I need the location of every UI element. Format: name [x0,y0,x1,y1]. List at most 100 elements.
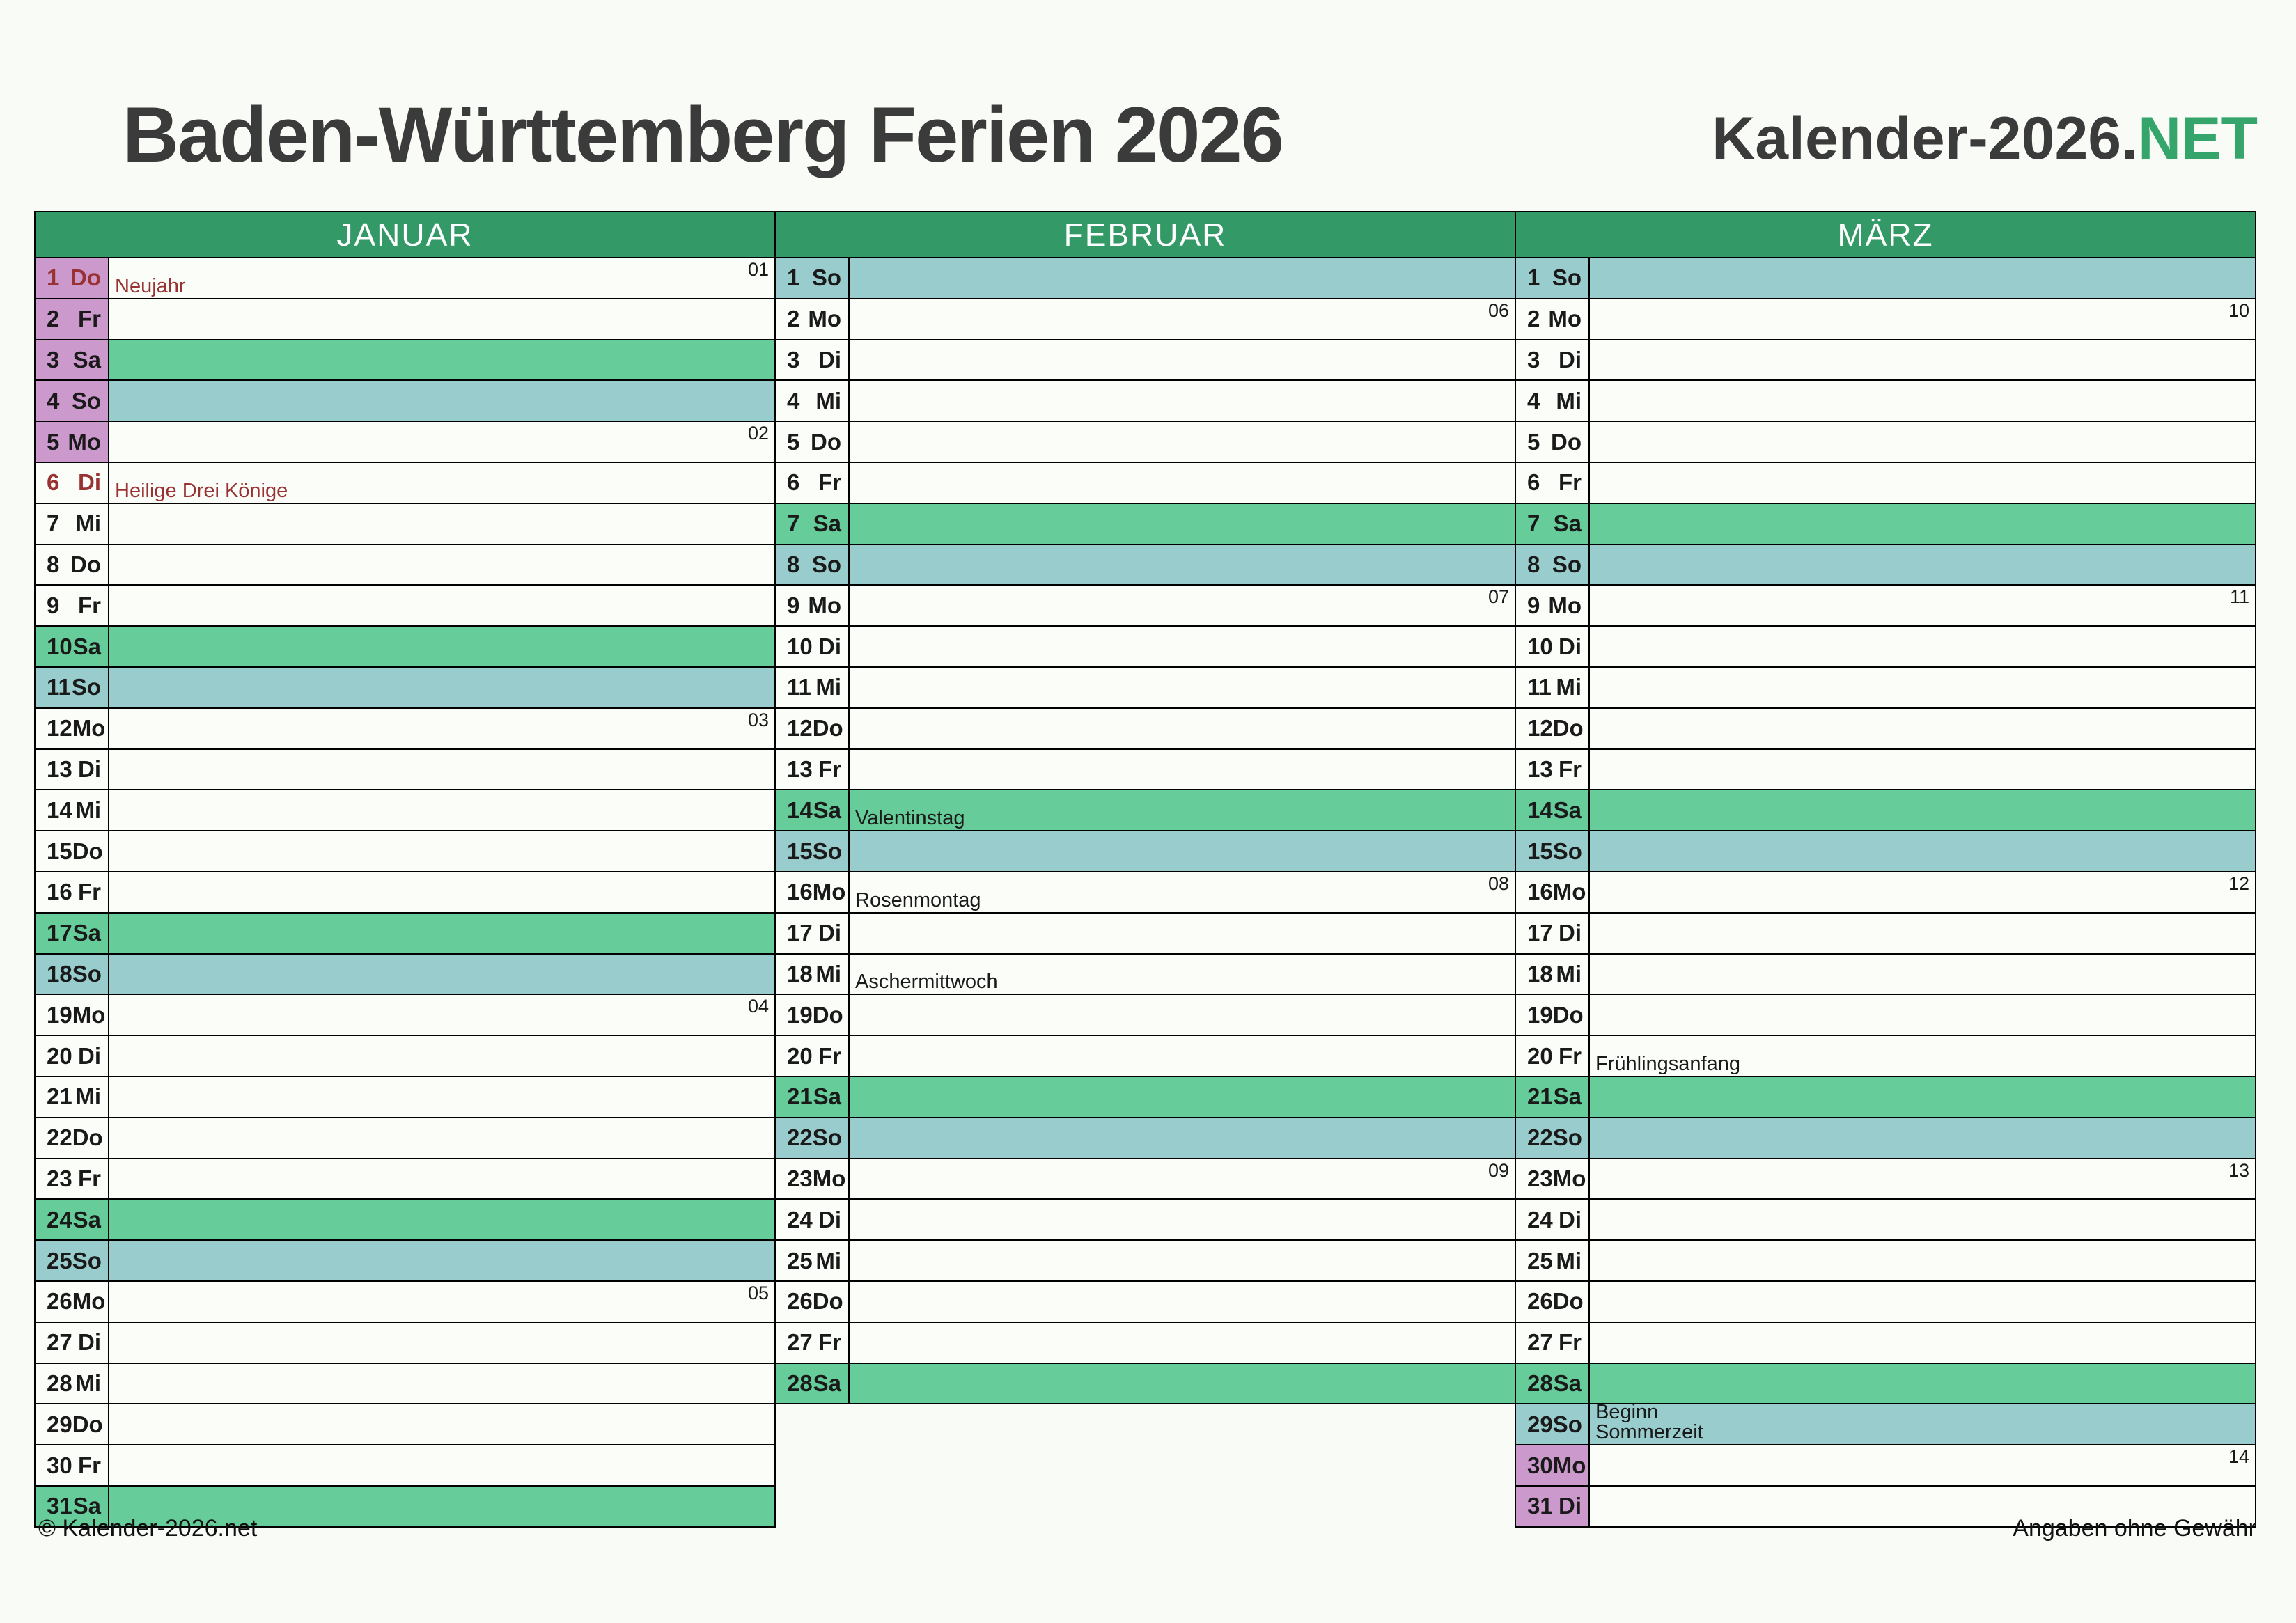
weekday-abbrev: Mo [1552,879,1586,905]
weekday-abbrev: Mo [812,1165,846,1191]
weekday-abbrev: So [72,960,102,987]
holiday-label: Heilige Drei Könige [115,479,288,502]
day-label: 15 So [776,831,850,871]
day-number: 7 [1527,510,1540,537]
weekday-abbrev: Mi [815,674,841,700]
weekday-abbrev: Do [812,1288,843,1315]
day-row: 22 Do [34,1118,776,1159]
weekday-abbrev: Di [1559,633,1582,659]
site-logo-prefix: Kalender-2026. [1712,105,2138,172]
day-number: 26 [47,1288,72,1315]
day-number: 21 [787,1083,813,1110]
day-label: 18 Mi [1516,954,1590,994]
day-number: 7 [47,510,60,537]
day-number: 22 [787,1124,813,1151]
day-content-cell [850,258,1515,298]
day-number: 5 [1527,428,1540,455]
day-number: 30 [1527,1452,1553,1478]
day-number: 14 [1527,797,1553,823]
day-number: 31 [47,1493,72,1519]
day-label: 21 Mi [36,1076,109,1117]
day-label: 25 Mi [1516,1241,1590,1280]
day-number: 8 [47,551,60,577]
day-content-cell: 09 [850,1159,1515,1199]
week-number: 03 [747,709,769,730]
day-row: 5 Do [774,422,1516,463]
day-content-cell [109,544,774,585]
day-row: 30 Mo 14 [1515,1445,2256,1487]
day-label: 4 Mi [1516,381,1590,421]
day-label: 22 So [1516,1118,1590,1158]
month-column-januar: JANUAR 1 Do 01 Neujahr 2 Fr 3 Sa 4 So 5 Mo 02 6 Di Heili… [34,211,776,1528]
day-row: 21 Mi [34,1076,776,1118]
day-content-cell [109,381,774,421]
day-number: 14 [47,797,72,823]
week-number: 01 [747,259,769,280]
day-label: 1 So [776,258,850,298]
day-label: 26 Do [776,1281,850,1322]
weekday-abbrev: So [811,265,841,291]
day-content-cell [109,1363,774,1404]
day-number: 8 [787,551,800,577]
day-content-cell [109,1322,774,1363]
day-label: 4 So [36,381,109,421]
day-number: 23 [787,1165,813,1191]
week-number: 12 [2228,872,2249,894]
day-label: 14 Sa [776,790,850,831]
weekday-abbrev: Fr [1559,1329,1582,1356]
day-content-cell [850,1036,1515,1076]
month-header: FEBRUAR [774,211,1516,258]
weekday-abbrev: So [1552,838,1582,864]
weekday-abbrev: Di [818,346,841,373]
day-number: 17 [47,920,72,946]
day-content-cell [850,1200,1515,1240]
day-number: 16 [47,879,72,905]
day-row: 13 Fr [774,749,1516,791]
day-label: 13 Fr [1516,749,1590,790]
day-label: 8 So [1516,544,1590,585]
day-label: 22 So [776,1118,850,1158]
day-label: 5 Mo [36,422,109,462]
day-row: 23 Mo 13 [1515,1159,2256,1200]
day-number: 28 [1527,1370,1553,1396]
weekday-abbrev: Mo [72,1001,106,1028]
day-row: 31 Di [1515,1486,2256,1528]
day-content-cell [850,749,1515,790]
day-content-cell: 08 Rosenmontag [850,872,1515,912]
weekday-abbrev: Sa [72,633,101,659]
footer-disclaimer: Angaben ohne Gewähr [2013,1515,2256,1542]
day-label: 30 Mo [1516,1445,1590,1485]
day-content-cell [109,749,774,790]
weekday-abbrev: Mi [1556,674,1582,700]
day-content-cell [109,1445,774,1485]
day-label: 10 Di [1516,627,1590,666]
day-content-cell: 03 [109,708,774,748]
day-row: 14 Sa [1515,790,2256,832]
weekday-abbrev: Mi [1556,960,1582,987]
day-number: 23 [1527,1165,1553,1191]
day-number: 2 [47,306,60,332]
weekday-abbrev: Mi [815,387,841,414]
day-row: 6 Di Heilige Drei Könige [34,462,776,504]
day-row: 10 Di [774,627,1516,668]
day-label: 20 Fr [776,1036,850,1076]
day-content-cell [1590,831,2255,871]
day-label: 8 So [776,544,850,585]
day-content-cell [850,544,1515,585]
holiday-label: Rosenmontag [855,888,981,911]
week-number: 02 [747,423,769,444]
day-label: 28 Mi [36,1363,109,1404]
day-label: 25 So [36,1241,109,1280]
weekday-abbrev: Fr [818,1329,841,1356]
day-content-cell [850,1076,1515,1117]
day-row: 20 Fr [774,1036,1516,1077]
day-row: 7 Mi [34,503,776,545]
day-label: 10 Di [776,627,850,666]
weekday-abbrev: So [812,1124,842,1151]
day-content-cell [850,1363,1515,1404]
day-content-cell [1590,1322,2255,1363]
day-content-cell: 06 [850,299,1515,339]
weekday-abbrev: Do [72,838,103,864]
day-number: 22 [47,1124,72,1151]
day-content-cell: 11 [1590,586,2255,626]
